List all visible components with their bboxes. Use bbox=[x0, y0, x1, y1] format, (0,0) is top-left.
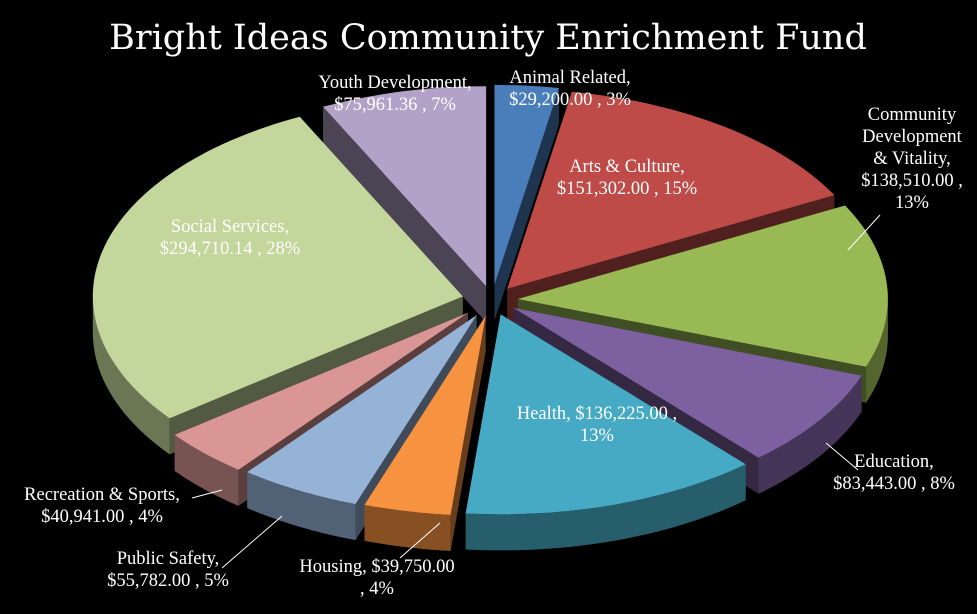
data-label-community-development-vitality: Community Development & Vitality, $138,510.… bbox=[861, 105, 963, 213]
pie-slice-youth-development bbox=[323, 86, 487, 323]
slice-top bbox=[323, 86, 487, 287]
data-label-line: 13% bbox=[580, 426, 614, 446]
data-label-line: $138,510.00 , bbox=[861, 171, 963, 191]
slice-top bbox=[517, 205, 888, 367]
pie-slice-animal-related bbox=[494, 84, 560, 321]
slice-side bbox=[92, 297, 170, 455]
data-label-line: Recreation & Sports, bbox=[24, 485, 180, 505]
data-label-line: & Vitality, bbox=[873, 149, 951, 169]
chart-title: Bright Ideas Community Enrichment Fund bbox=[109, 18, 867, 58]
data-label-line: Public Safety, bbox=[117, 549, 220, 569]
data-label-recreation-sports: Recreation & Sports, $40,941.00 , 4% bbox=[24, 485, 180, 527]
slice-top bbox=[507, 91, 835, 289]
data-label-arts-culture: Arts & Culture, $151,302.00 , 15% bbox=[557, 157, 697, 199]
slice-top bbox=[174, 312, 468, 470]
data-label-youth-development: Youth Development, $75,961.36 , 7% bbox=[318, 73, 471, 115]
slice-side bbox=[174, 434, 239, 506]
data-label-line: $40,941.00 , 4% bbox=[41, 507, 163, 527]
data-label-health: Health, $136,225.00 , 13% bbox=[517, 404, 677, 446]
pie-slice-housing bbox=[364, 315, 486, 551]
data-label-line: Social Services, bbox=[171, 217, 289, 237]
data-label-line: $75,961.36 , 7% bbox=[334, 95, 456, 115]
slice-wall bbox=[494, 87, 560, 321]
data-label-social-services: Social Services, $294,710.14 , 28% bbox=[160, 217, 300, 259]
slice-side bbox=[364, 504, 451, 551]
slice-top bbox=[92, 116, 463, 419]
leader-line bbox=[399, 522, 441, 559]
leader-line bbox=[825, 442, 859, 471]
slice-wall bbox=[450, 315, 486, 551]
leader-line bbox=[847, 214, 881, 251]
slice-top bbox=[494, 84, 560, 285]
data-label-line: Development bbox=[862, 127, 963, 147]
data-label-line: 13% bbox=[895, 193, 929, 213]
data-label-line: Community bbox=[868, 105, 957, 125]
pie-slice-health bbox=[465, 314, 746, 551]
slice-top bbox=[465, 314, 746, 515]
data-label-line: Animal Related, bbox=[509, 68, 630, 88]
data-label-line: Education, bbox=[854, 452, 934, 472]
data-label-line: $151,302.00 , 15% bbox=[557, 179, 697, 199]
slice-side bbox=[465, 464, 746, 551]
slice-top bbox=[364, 315, 486, 515]
data-label-line: Housing, $39,750.00 bbox=[299, 557, 454, 577]
data-label-line: $29,200.00 , 3% bbox=[509, 90, 631, 110]
data-label-public-safety: Public Safety, $55,782.00 , 5% bbox=[107, 549, 229, 591]
slice-side bbox=[247, 472, 356, 541]
data-label-line: Youth Development, bbox=[318, 73, 471, 93]
data-label-education: Education, $83,443.00 , 8% bbox=[833, 452, 955, 494]
slice-top bbox=[513, 307, 862, 458]
data-label-line: , 4% bbox=[360, 579, 394, 599]
data-label-line: $294,710.14 , 28% bbox=[160, 239, 300, 259]
data-label-line: $83,443.00 , 8% bbox=[833, 474, 955, 494]
data-label-line: $55,782.00 , 5% bbox=[107, 571, 229, 591]
data-label-housing: Housing, $39,750.00, 4% bbox=[299, 557, 454, 599]
slice-top bbox=[247, 315, 477, 505]
leader-line bbox=[221, 515, 283, 569]
data-label-animal-related: Animal Related, $29,200.00 , 3% bbox=[509, 68, 631, 110]
slice-wall bbox=[323, 106, 487, 323]
data-label-line: Arts & Culture, bbox=[569, 157, 685, 177]
data-label-line: Health, $136,225.00 , bbox=[517, 404, 677, 424]
slice-side bbox=[866, 301, 888, 403]
slice-side bbox=[758, 375, 862, 494]
leader-line bbox=[191, 489, 223, 499]
